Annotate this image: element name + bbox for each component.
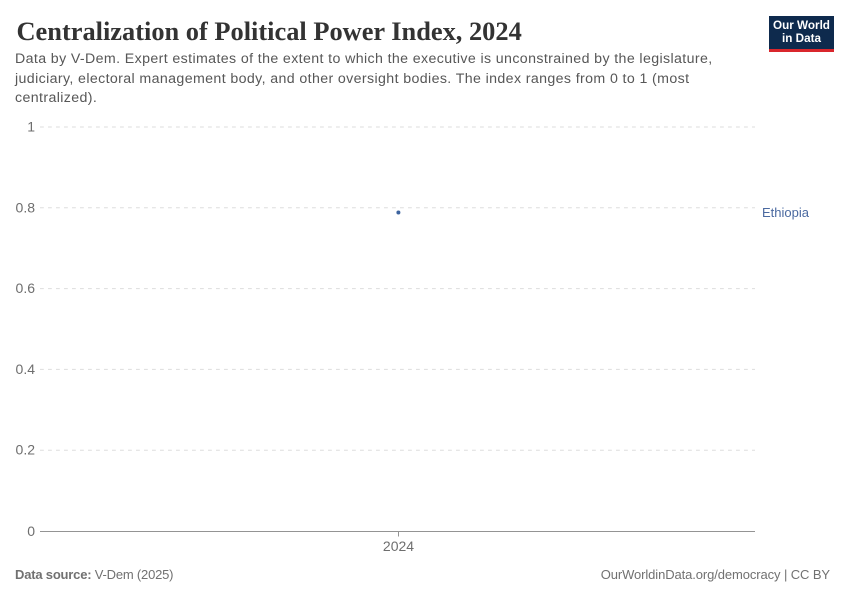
svg-text:1: 1 — [27, 119, 35, 135]
svg-text:2024: 2024 — [383, 538, 414, 554]
svg-text:0.4: 0.4 — [16, 361, 36, 377]
svg-text:0: 0 — [27, 523, 35, 539]
svg-text:0.2: 0.2 — [16, 442, 36, 458]
svg-text:0.6: 0.6 — [16, 280, 36, 296]
svg-text:0.8: 0.8 — [16, 199, 36, 215]
